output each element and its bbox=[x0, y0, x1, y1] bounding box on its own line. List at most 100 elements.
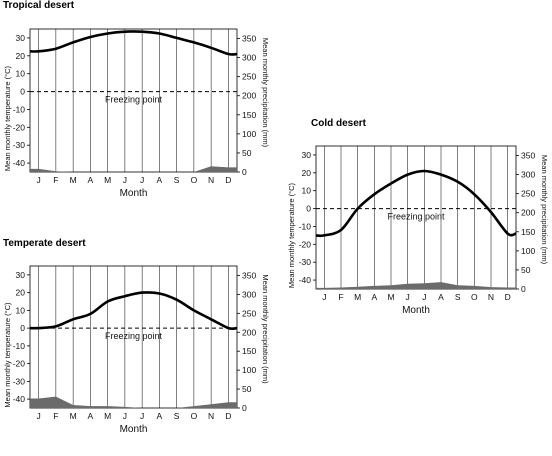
y-tick-label: -40 bbox=[13, 158, 26, 168]
y-tick-label: -10 bbox=[13, 104, 26, 114]
x-tick-label: M bbox=[70, 175, 77, 185]
chart-cold-desert: Cold desert Freezing point -40 -30 -20 -10 0 1… bbox=[284, 116, 552, 346]
x-tick-label: S bbox=[174, 411, 180, 421]
x-tick-label: A bbox=[157, 175, 163, 185]
x-tick-label: M bbox=[104, 411, 111, 421]
y-tick-label: -20 bbox=[299, 239, 312, 249]
chart-title: Cold desert bbox=[311, 118, 367, 129]
y2-tick-label: 150 bbox=[521, 227, 535, 237]
x-axis-label: Month bbox=[120, 424, 148, 435]
chart-svg: Freezing point -40 -30 -20 -10 0 10 20 300 50 100 1… bbox=[287, 145, 549, 316]
y-tick-label: 20 bbox=[302, 168, 312, 178]
y2-tick-label: 100 bbox=[521, 246, 535, 256]
y-tick-label: -10 bbox=[13, 341, 26, 351]
plot-frame bbox=[29, 28, 238, 173]
y2-tick-label: 300 bbox=[242, 289, 256, 299]
x-tick-label: S bbox=[455, 292, 461, 302]
y2-tick-label: 200 bbox=[242, 327, 256, 337]
x-tick-label: S bbox=[174, 175, 180, 185]
y2-tick-label: 50 bbox=[242, 148, 252, 158]
y2-tick-label: 250 bbox=[521, 189, 535, 199]
x-tick-label: A bbox=[88, 175, 94, 185]
y-tick-label: 20 bbox=[16, 51, 26, 61]
plot-frame bbox=[29, 265, 238, 409]
y-tick-label: 30 bbox=[16, 270, 26, 280]
y-tick-label: 10 bbox=[302, 186, 312, 196]
y2-tick-label: 150 bbox=[242, 110, 256, 120]
x-tick-label: J bbox=[422, 292, 426, 302]
x-tick-label: F bbox=[338, 292, 343, 302]
chart-tropical-desert: Tropical desert Freezing point -40 -30 -20 -… bbox=[0, 0, 270, 222]
x-tick-label: J bbox=[123, 411, 127, 421]
y2-tick-label: 300 bbox=[521, 170, 535, 180]
y-axis-label-left: Mean monthly temperature (°C) bbox=[3, 65, 12, 171]
x-tick-label: M bbox=[387, 292, 394, 302]
x-tick-label: J bbox=[322, 292, 326, 302]
x-tick-label: A bbox=[371, 292, 377, 302]
x-tick-label: F bbox=[53, 175, 58, 185]
y-tick-label: 10 bbox=[16, 69, 26, 79]
freezing-point-label: Freezing point bbox=[387, 212, 445, 222]
x-axis-label: Month bbox=[120, 188, 148, 199]
x-tick-label: D bbox=[505, 292, 511, 302]
y2-tick-label: 250 bbox=[242, 308, 256, 318]
y-tick-label: 30 bbox=[16, 33, 26, 43]
y2-tick-label: 350 bbox=[242, 270, 256, 280]
chart-svg: Freezing point-40-30-20-1001020300501001… bbox=[3, 28, 270, 199]
y-tick-label: -30 bbox=[13, 140, 26, 150]
chart-title: Tropical desert bbox=[3, 0, 75, 11]
precipitation-area bbox=[30, 166, 237, 172]
y2-tick-label: 0 bbox=[242, 167, 247, 177]
x-tick-label: A bbox=[88, 411, 94, 421]
y2-tick-label: 50 bbox=[521, 265, 531, 275]
x-tick-label: N bbox=[208, 411, 214, 421]
chart-svg: Freezing point-40-30-20-1001020300501001… bbox=[3, 265, 270, 435]
x-tick-label: O bbox=[471, 292, 478, 302]
y-tick-label: -30 bbox=[299, 257, 312, 267]
x-tick-label: M bbox=[70, 411, 77, 421]
y-axis-label-right: Mean monthly precipitation (mm) bbox=[540, 155, 549, 265]
y-tick-label: 20 bbox=[16, 288, 26, 298]
temperature-line bbox=[29, 291, 238, 331]
x-tick-label: J bbox=[123, 175, 127, 185]
x-tick-label: M bbox=[354, 292, 361, 302]
x-tick-label: J bbox=[37, 175, 41, 185]
x-tick-label: M bbox=[104, 175, 111, 185]
freezing-point-label: Freezing point bbox=[105, 95, 163, 105]
chart-temperate-desert: Temperate desert Freezing point -40 -30 -20… bbox=[0, 236, 270, 456]
y-tick-label: -40 bbox=[13, 394, 26, 404]
y-tick-label: -30 bbox=[13, 376, 26, 386]
y-tick-label: 30 bbox=[302, 150, 312, 160]
y2-tick-label: 100 bbox=[242, 129, 256, 139]
y-tick-label: -20 bbox=[13, 359, 26, 369]
x-axis-label: Month bbox=[402, 305, 430, 316]
freezing-point-label: Freezing point bbox=[105, 331, 163, 341]
x-tick-label: J bbox=[140, 411, 144, 421]
x-tick-label: J bbox=[140, 175, 144, 185]
x-tick-label: O bbox=[191, 175, 198, 185]
x-tick-label: F bbox=[53, 411, 58, 421]
x-tick-label: A bbox=[438, 292, 444, 302]
x-tick-label: A bbox=[157, 411, 163, 421]
y2-tick-label: 50 bbox=[242, 384, 252, 394]
y-axis-label-left: Mean monthly temperature (°C) bbox=[3, 302, 12, 408]
y-axis-label-left: Mean monthly temperature (°C) bbox=[287, 182, 296, 288]
y2-tick-label: 200 bbox=[242, 91, 256, 101]
y-tick-label: 0 bbox=[306, 204, 311, 214]
y-axis-label-right: Mean monthly precipitation (mm) bbox=[261, 274, 270, 384]
y2-tick-label: 100 bbox=[242, 365, 256, 375]
y-tick-label: -40 bbox=[299, 275, 312, 285]
y-tick-label: -20 bbox=[13, 122, 26, 132]
temperature-line bbox=[29, 30, 238, 56]
y-tick-label: 0 bbox=[20, 323, 25, 333]
temperature-line bbox=[315, 169, 517, 238]
y-tick-label: -10 bbox=[299, 221, 312, 231]
x-tick-label: N bbox=[488, 292, 494, 302]
y-tick-label: 0 bbox=[20, 87, 25, 97]
plot-frame bbox=[315, 145, 517, 290]
y2-tick-label: 150 bbox=[242, 346, 256, 356]
x-tick-label: O bbox=[191, 411, 198, 421]
x-tick-label: J bbox=[406, 292, 410, 302]
x-tick-label: D bbox=[225, 411, 231, 421]
y2-tick-label: 300 bbox=[242, 53, 256, 63]
